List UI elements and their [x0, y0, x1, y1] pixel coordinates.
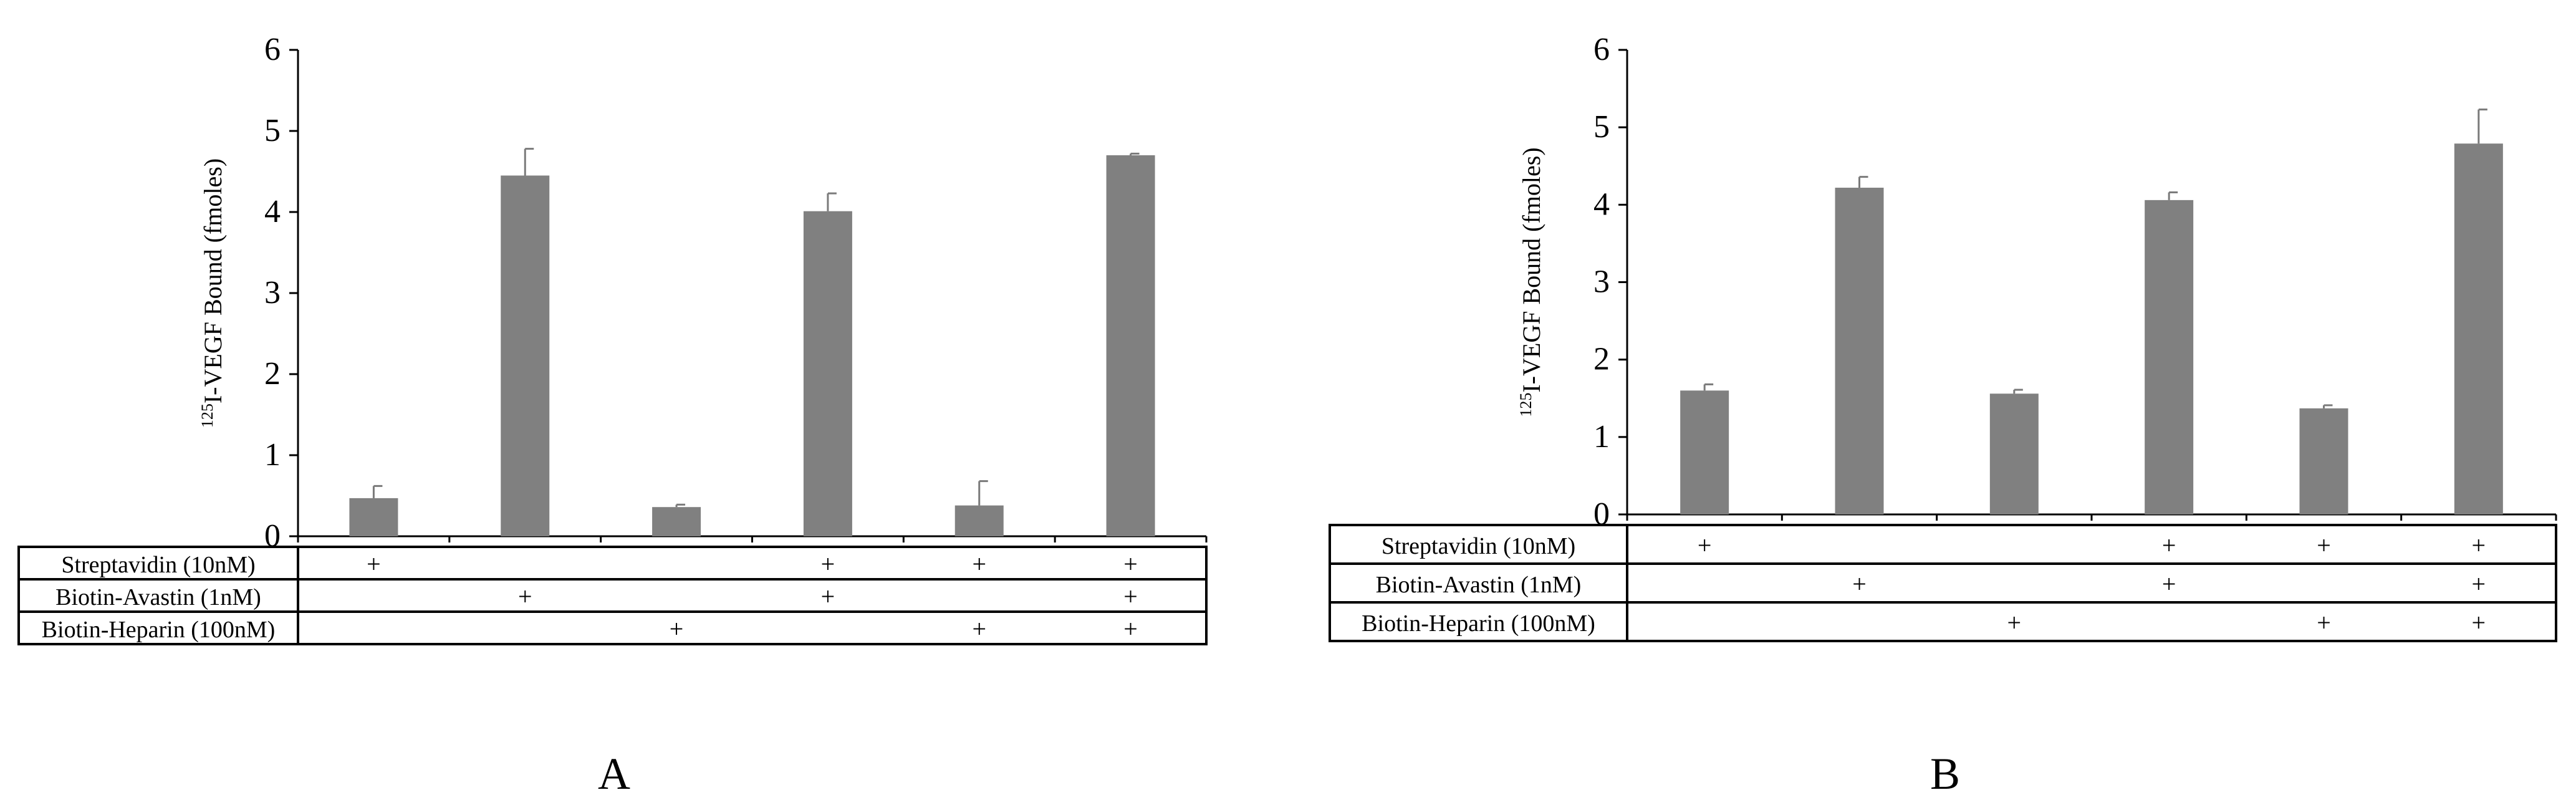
table-row-label: Biotin-Avastin (1nM)	[1376, 572, 1582, 598]
table-plus-mark: +	[2317, 531, 2331, 559]
table-row-label: Streptavidin (10nM)	[1382, 533, 1575, 559]
y-tick-label: 6	[1593, 32, 1610, 67]
y-tick-label: 0	[264, 518, 281, 554]
bar	[954, 505, 1004, 536]
table-plus-mark: +	[1123, 615, 1138, 643]
y-tick-label: 2	[1593, 342, 1610, 377]
table-plus-mark: +	[821, 550, 835, 578]
condition-table	[17, 546, 1208, 645]
table-plus-mark: +	[821, 582, 835, 610]
table-plus-mark: +	[2162, 570, 2176, 598]
panel-a-chart: A 0 1 2 3 4 5 6 125I-VEGF Bound (fmoles) Strepta…	[17, 32, 1208, 799]
bar	[1106, 155, 1155, 536]
y-axis-label-superscript: 125	[1517, 393, 1535, 417]
table-plus-mark: +	[1123, 582, 1138, 610]
y-tick-label: 6	[264, 32, 281, 67]
table-plus-mark: +	[2007, 609, 2022, 637]
condition-table	[1329, 524, 2557, 642]
bar	[501, 175, 550, 536]
table-plus-mark: +	[2472, 531, 2486, 559]
y-axis-label-superscript: 125	[198, 403, 216, 428]
table-plus-mark: +	[518, 582, 532, 610]
bar	[1835, 188, 1884, 514]
y-tick-label: 1	[1593, 419, 1610, 455]
table-plus-mark: +	[2162, 531, 2176, 559]
y-tick-label: 3	[1593, 264, 1610, 300]
table-row-label: Streptavidin (10nM)	[61, 552, 255, 578]
bar	[803, 211, 852, 536]
table-plus-mark: +	[972, 550, 986, 578]
panel-a-label: A	[598, 749, 630, 799]
y-tick-label: 0	[1593, 496, 1610, 532]
bar	[1680, 390, 1729, 514]
table-plus-mark: +	[2472, 570, 2486, 598]
table-row-label: Biotin-Heparin (100nM)	[1362, 610, 1595, 637]
y-tick-label: 4	[1593, 186, 1610, 222]
y-axis-label-text: I-VEGF Bound (fmoles)	[1517, 147, 1545, 392]
y-tick-label: 1	[264, 437, 281, 473]
bar	[2145, 200, 2194, 514]
table-row-label: Biotin-Avastin (1nM)	[55, 584, 261, 610]
y-axis-label: 125I-VEGF Bound (fmoles)	[198, 158, 227, 428]
y-axis-label-text: I-VEGF Bound (fmoles)	[199, 158, 227, 403]
bar	[2299, 408, 2348, 514]
table-plus-mark: +	[972, 615, 986, 643]
table-row-label: Biotin-Heparin (100nM)	[42, 617, 276, 643]
y-tick-label: 3	[264, 275, 281, 311]
table-plus-mark: +	[670, 615, 684, 643]
table-plus-mark: +	[1123, 550, 1138, 578]
panel-b-chart: B 0 1 2 3 4 5 6 125I-VEGF Bound (fmoles) Strepta…	[1329, 32, 2557, 799]
table-plus-mark: +	[367, 550, 381, 578]
bar	[652, 507, 701, 536]
bar	[2454, 143, 2503, 514]
bar	[1989, 393, 2039, 514]
y-tick-label: 2	[264, 356, 281, 392]
panel-b-label: B	[1930, 749, 1960, 799]
y-tick-label: 4	[264, 194, 281, 229]
y-tick-label: 5	[264, 113, 281, 148]
bar	[349, 498, 398, 536]
table-plus-mark: +	[1698, 531, 1712, 559]
table-plus-mark: +	[2472, 609, 2486, 637]
table-plus-mark: +	[1852, 570, 1867, 598]
y-axis-label: 125I-VEGF Bound (fmoles)	[1517, 147, 1545, 417]
y-tick-label: 5	[1593, 109, 1610, 145]
table-plus-mark: +	[2317, 609, 2331, 637]
